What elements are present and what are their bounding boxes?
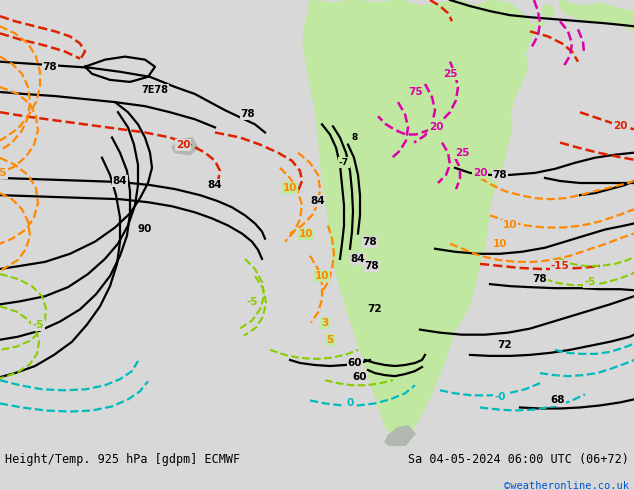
Polygon shape bbox=[303, 0, 535, 444]
Text: 10: 10 bbox=[493, 239, 507, 249]
Text: 3: 3 bbox=[321, 318, 328, 327]
Text: 25: 25 bbox=[443, 69, 457, 79]
Text: 8: 8 bbox=[352, 133, 358, 142]
Text: 78: 78 bbox=[42, 62, 57, 72]
Text: 7E78: 7E78 bbox=[141, 85, 169, 95]
Text: 90: 90 bbox=[138, 223, 152, 234]
Text: 15: 15 bbox=[0, 168, 7, 178]
Text: 5: 5 bbox=[327, 335, 333, 345]
Text: -7: -7 bbox=[339, 158, 349, 167]
Text: 68: 68 bbox=[551, 395, 566, 405]
Text: 60: 60 bbox=[353, 372, 367, 382]
Text: -15: -15 bbox=[550, 261, 569, 271]
Text: Sa 04-05-2024 06:00 UTC (06+72): Sa 04-05-2024 06:00 UTC (06+72) bbox=[408, 453, 629, 466]
Text: ©weatheronline.co.uk: ©weatheronline.co.uk bbox=[504, 481, 629, 490]
Text: 60: 60 bbox=[348, 358, 362, 368]
Text: 84: 84 bbox=[311, 196, 325, 206]
Text: 72: 72 bbox=[368, 304, 382, 315]
Text: 10: 10 bbox=[299, 228, 313, 239]
Text: 10: 10 bbox=[314, 271, 329, 281]
Polygon shape bbox=[385, 426, 415, 446]
Text: 78: 78 bbox=[493, 170, 507, 180]
Text: 72: 72 bbox=[498, 340, 512, 350]
Text: 20: 20 bbox=[473, 168, 488, 178]
Text: 84: 84 bbox=[208, 180, 223, 190]
Text: 25: 25 bbox=[455, 147, 469, 158]
Text: 20: 20 bbox=[612, 122, 627, 131]
Text: -5: -5 bbox=[585, 277, 596, 287]
Text: -5: -5 bbox=[246, 297, 258, 307]
Circle shape bbox=[542, 5, 554, 17]
Polygon shape bbox=[172, 138, 198, 155]
Text: 10: 10 bbox=[283, 183, 297, 193]
Text: 78: 78 bbox=[365, 261, 379, 271]
Text: 20: 20 bbox=[176, 140, 190, 149]
Text: 78: 78 bbox=[363, 237, 377, 246]
Text: 84: 84 bbox=[351, 254, 365, 264]
Text: -0: -0 bbox=[495, 392, 506, 402]
Text: -5: -5 bbox=[32, 319, 44, 330]
Text: 78: 78 bbox=[241, 109, 256, 119]
Text: 20: 20 bbox=[429, 122, 443, 132]
Polygon shape bbox=[560, 0, 634, 31]
Text: 10: 10 bbox=[503, 220, 517, 230]
Text: 78: 78 bbox=[533, 274, 547, 284]
Text: Height/Temp. 925 hPa [gdpm] ECMWF: Height/Temp. 925 hPa [gdpm] ECMWF bbox=[5, 453, 240, 466]
Text: 84: 84 bbox=[113, 176, 127, 186]
Text: 75: 75 bbox=[409, 87, 424, 97]
Circle shape bbox=[536, 19, 544, 27]
Text: 0: 0 bbox=[346, 398, 354, 409]
